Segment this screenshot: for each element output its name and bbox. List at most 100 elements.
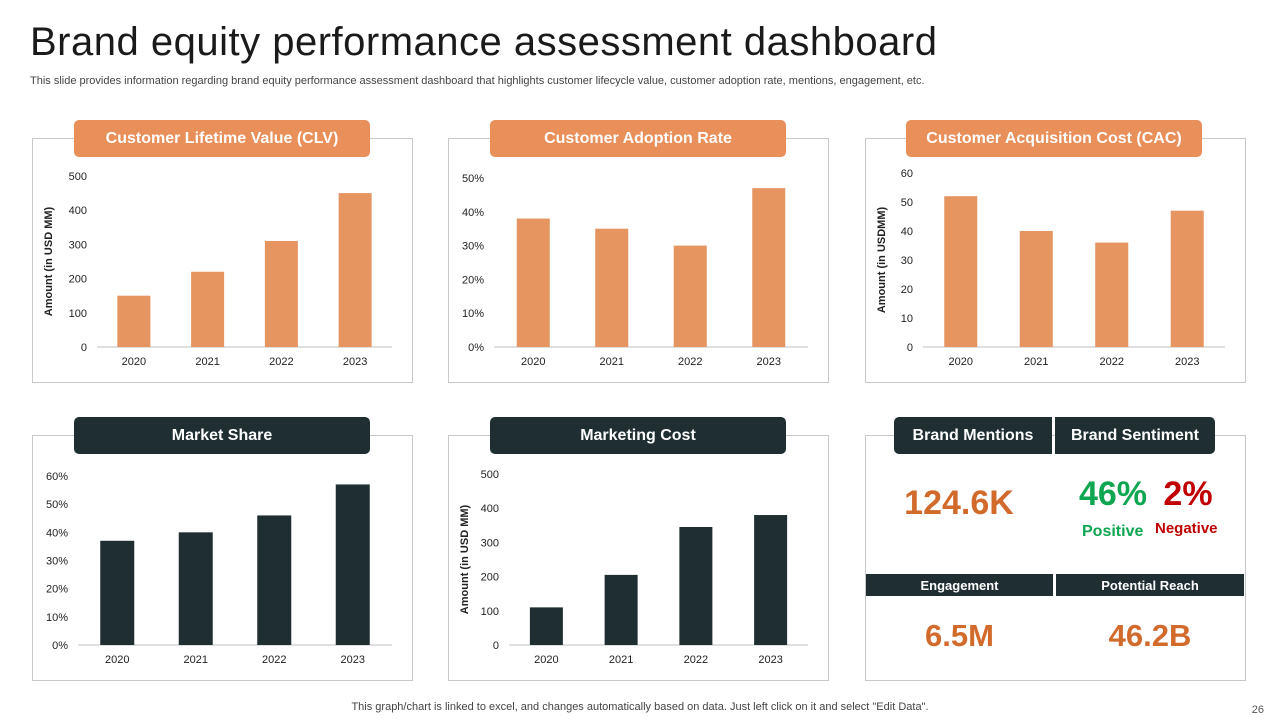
y-tick-label: 30 bbox=[901, 255, 913, 267]
x-tick-label: 2021 bbox=[609, 654, 633, 666]
x-tick-label: 2022 bbox=[262, 654, 286, 666]
y-axis-label: Amount (in USDMM) bbox=[876, 207, 888, 314]
engagement-value: 6.5M bbox=[925, 618, 994, 653]
positive-sentiment-value: 46% bbox=[1078, 475, 1148, 513]
x-tick-label: 2020 bbox=[105, 654, 129, 666]
y-axis-label: Amount (in USD MM) bbox=[459, 504, 471, 614]
bar-2021[interactable] bbox=[604, 574, 638, 645]
bar-2022[interactable] bbox=[679, 527, 713, 645]
potential-reach-value: 46.2B bbox=[1108, 618, 1192, 653]
y-tick-label: 100 bbox=[481, 606, 499, 618]
x-tick-label: 2023 bbox=[758, 654, 782, 666]
clv-header: Customer Lifetime Value (CLV) bbox=[74, 120, 370, 157]
potential-reach-header: Potential Reach bbox=[1056, 574, 1244, 596]
y-tick-label: 200 bbox=[69, 274, 87, 286]
y-tick-label: 500 bbox=[481, 469, 499, 481]
page-number: 26 bbox=[1251, 704, 1264, 716]
negative-sentiment-label: Negative bbox=[1155, 520, 1218, 537]
market-share-chart[interactable]: 0% 10% 20% 30% 40% 50% 60% 2020 2021 2022 2023 bbox=[32, 460, 413, 678]
x-tick-label: 2023 bbox=[341, 654, 365, 666]
y-tick-label: 400 bbox=[481, 503, 499, 515]
adoption-chart[interactable]: 0% 10% 20% 30% 40% 50% 2020 2021 2022 2023 bbox=[448, 160, 829, 380]
x-tick-label: 2022 bbox=[678, 356, 702, 368]
bar-2023[interactable] bbox=[752, 188, 786, 347]
x-tick-label: 2022 bbox=[1100, 356, 1124, 368]
x-tick-label: 2020 bbox=[949, 356, 973, 368]
y-tick-label: 60 bbox=[901, 168, 913, 180]
footer-note: This graph/chart is linked to excel, and… bbox=[351, 701, 929, 713]
clv-chart[interactable]: 0 100 200 300 400 500 Amount (in USD MM) 2020 20… bbox=[32, 160, 413, 380]
bar-2020[interactable] bbox=[100, 540, 135, 645]
x-tick-label: 2020 bbox=[521, 356, 545, 368]
y-tick-label: 300 bbox=[69, 239, 87, 251]
y-tick-label: 500 bbox=[69, 171, 87, 183]
y-tick-label: 30% bbox=[462, 241, 484, 253]
bar-2023[interactable] bbox=[338, 193, 372, 347]
engagement-header: Engagement bbox=[866, 574, 1053, 596]
brand-mentions-value: 124.6K bbox=[904, 484, 1014, 522]
brand-mentions-header: Brand Mentions bbox=[894, 417, 1052, 454]
x-tick-label: 2021 bbox=[195, 356, 219, 368]
y-tick-label: 0 bbox=[493, 640, 499, 652]
adoption-header: Customer Adoption Rate bbox=[490, 120, 786, 157]
y-tick-label: 50% bbox=[46, 499, 68, 511]
x-tick-label: 2021 bbox=[184, 654, 208, 666]
y-tick-label: 0% bbox=[52, 640, 68, 652]
cac-chart[interactable]: 0 10 20 30 40 50 60 Amount (in USDMM) 2020 2021 20… bbox=[865, 160, 1246, 380]
market-share-header: Market Share bbox=[74, 417, 370, 454]
x-tick-label: 2020 bbox=[534, 654, 558, 666]
bar-2023[interactable] bbox=[335, 484, 370, 645]
bar-2020[interactable] bbox=[944, 196, 978, 347]
bar-2021[interactable] bbox=[191, 271, 225, 347]
page-subtitle: This slide provides information regardin… bbox=[30, 75, 925, 87]
x-tick-label: 2022 bbox=[684, 654, 708, 666]
y-tick-label: 50% bbox=[462, 173, 484, 185]
bar-2020[interactable] bbox=[516, 218, 550, 347]
y-tick-label: 0 bbox=[81, 342, 87, 354]
bar-2021[interactable] bbox=[1019, 231, 1053, 347]
bar-2021[interactable] bbox=[178, 532, 213, 645]
bar-2023[interactable] bbox=[1170, 210, 1204, 347]
bar-2022[interactable] bbox=[257, 515, 292, 645]
bar-2022[interactable] bbox=[264, 240, 298, 347]
page-title: Brand equity performance assessment dash… bbox=[30, 20, 938, 64]
negative-sentiment-value: 2% bbox=[1163, 475, 1213, 513]
y-tick-label: 10% bbox=[46, 612, 68, 624]
y-tick-label: 100 bbox=[69, 308, 87, 320]
bar-2020[interactable] bbox=[117, 295, 151, 347]
x-tick-label: 2021 bbox=[1024, 356, 1048, 368]
y-tick-label: 40% bbox=[46, 527, 68, 539]
positive-sentiment-label: Positive bbox=[1082, 523, 1144, 540]
bar-2020[interactable] bbox=[529, 607, 563, 645]
y-tick-label: 10% bbox=[462, 308, 484, 320]
y-tick-label: 10 bbox=[901, 313, 913, 325]
y-tick-label: 50 bbox=[901, 197, 913, 209]
y-tick-label: 0% bbox=[468, 342, 484, 354]
x-tick-label: 2022 bbox=[269, 356, 293, 368]
y-tick-label: 40 bbox=[901, 226, 913, 238]
y-tick-label: 300 bbox=[481, 537, 499, 549]
kpi-panel bbox=[865, 435, 1246, 681]
y-tick-label: 60% bbox=[46, 471, 68, 483]
x-tick-label: 2023 bbox=[343, 356, 367, 368]
x-tick-label: 2021 bbox=[600, 356, 624, 368]
marketing-cost-chart[interactable]: 0 100 200 300 400 500 Amount (in USD MM) 2020 20… bbox=[448, 460, 829, 678]
y-tick-label: 20 bbox=[901, 284, 913, 296]
y-tick-label: 20% bbox=[462, 274, 484, 286]
y-tick-label: 20% bbox=[46, 584, 68, 596]
y-tick-label: 200 bbox=[481, 572, 499, 584]
bar-2023[interactable] bbox=[754, 515, 788, 645]
x-tick-label: 2023 bbox=[1175, 356, 1199, 368]
bar-2022[interactable] bbox=[1095, 242, 1129, 347]
x-tick-label: 2023 bbox=[757, 356, 781, 368]
y-tick-label: 0 bbox=[907, 342, 913, 354]
bar-2021[interactable] bbox=[595, 228, 629, 347]
x-tick-label: 2020 bbox=[122, 356, 146, 368]
y-axis-label: Amount (in USD MM) bbox=[43, 206, 55, 316]
bar-2022[interactable] bbox=[673, 245, 707, 347]
brand-sentiment-header: Brand Sentiment bbox=[1055, 417, 1215, 454]
y-tick-label: 30% bbox=[46, 556, 68, 568]
y-tick-label: 40% bbox=[462, 207, 484, 219]
marketing-cost-header: Marketing Cost bbox=[490, 417, 786, 454]
cac-header: Customer Acquisition Cost (CAC) bbox=[906, 120, 1202, 157]
